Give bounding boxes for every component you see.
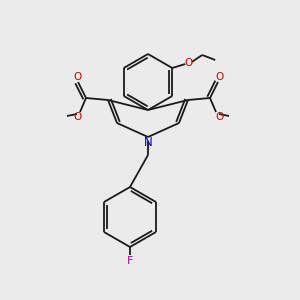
Text: O: O	[184, 58, 192, 68]
Text: O: O	[73, 72, 81, 82]
Text: O: O	[215, 112, 223, 122]
Text: O: O	[74, 112, 82, 122]
Text: F: F	[127, 256, 133, 266]
Text: N: N	[144, 136, 152, 148]
Text: O: O	[215, 72, 223, 82]
